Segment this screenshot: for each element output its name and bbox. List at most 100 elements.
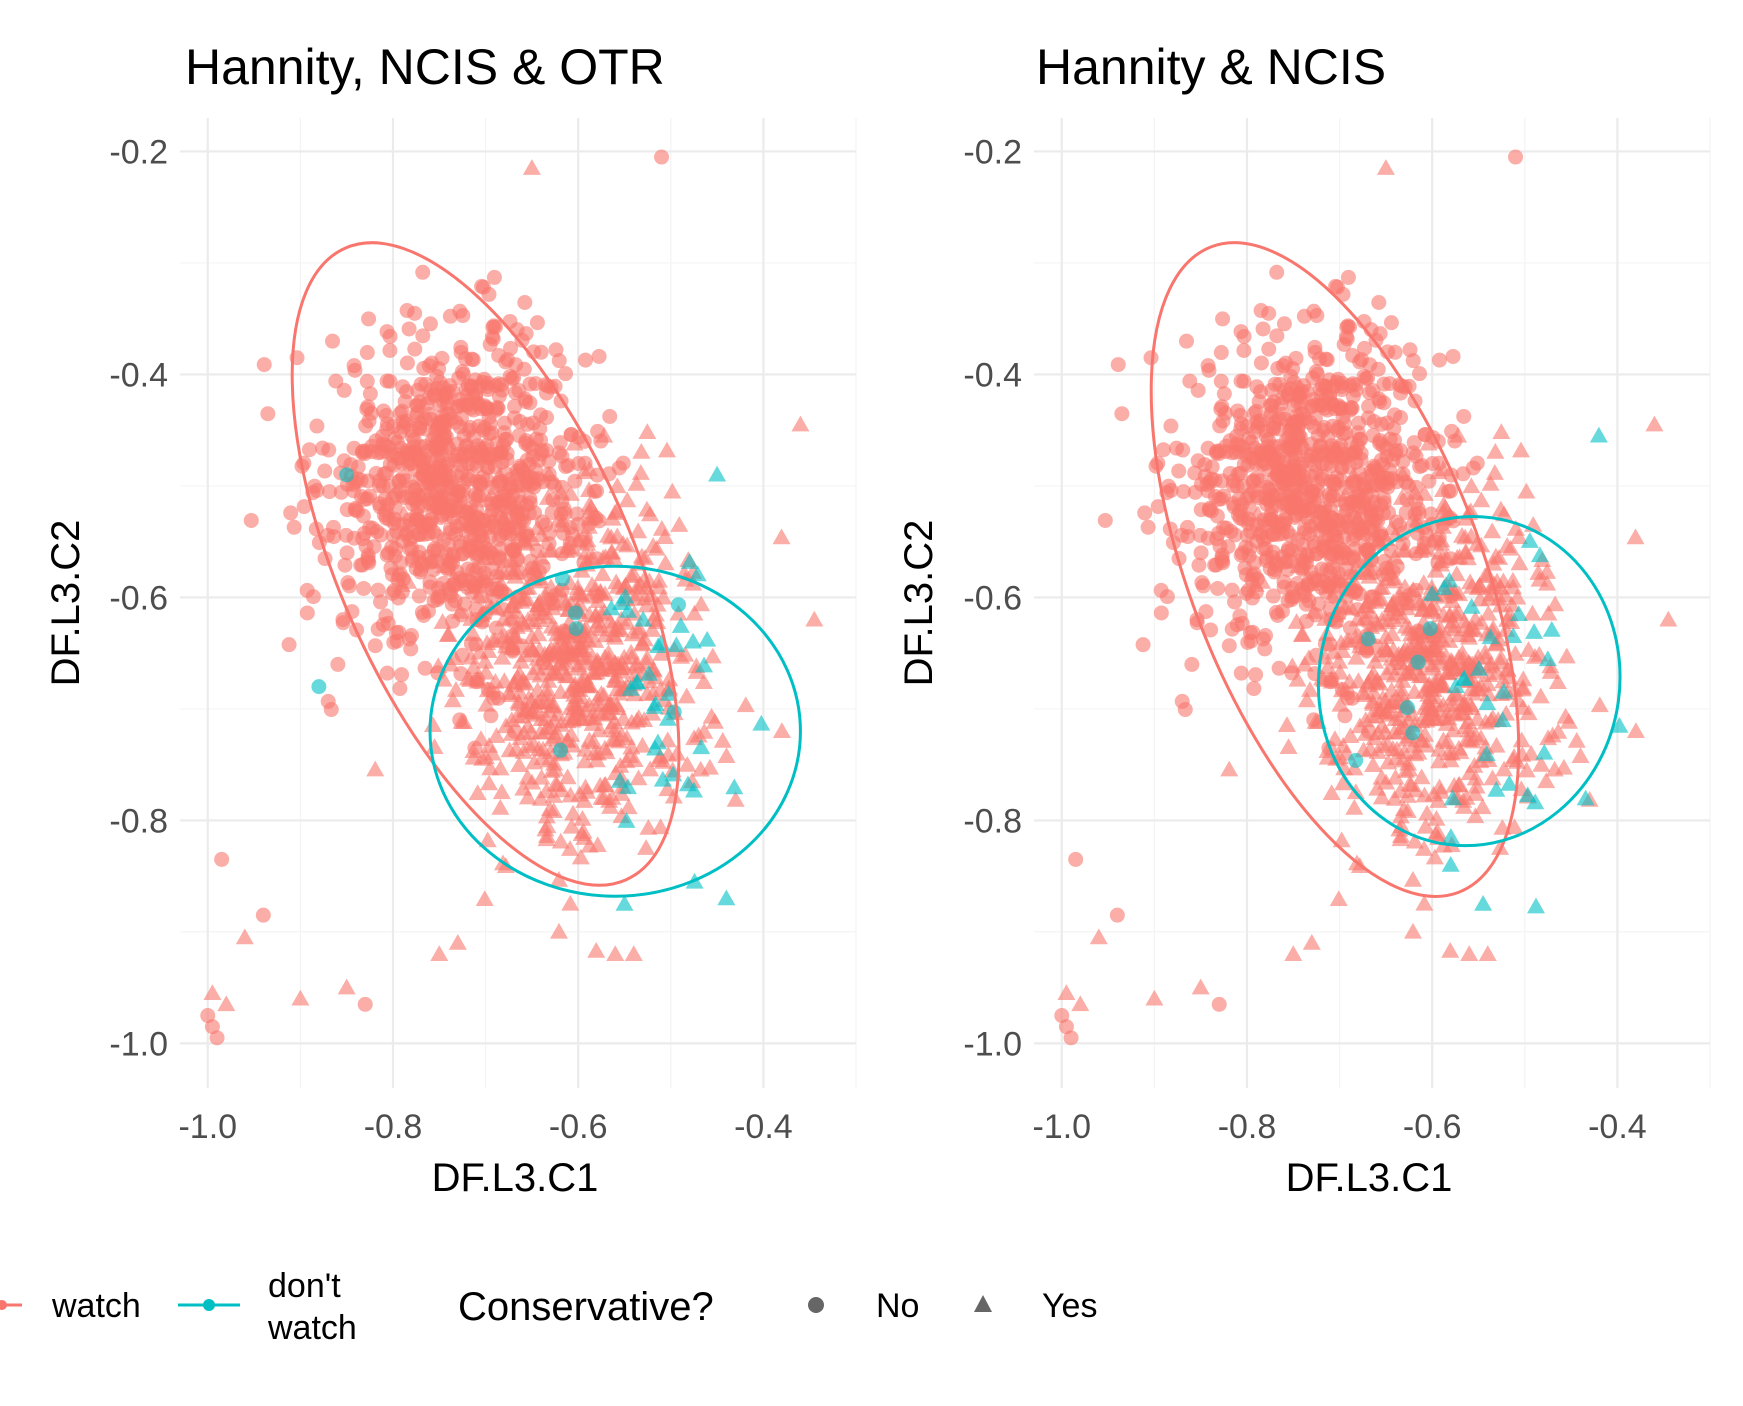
legend-key-dont-watch-point	[203, 1299, 215, 1311]
data-point-yes	[608, 577, 627, 594]
data-point-no	[1456, 408, 1472, 424]
data-point-yes	[1626, 528, 1645, 545]
data-point-no	[1399, 700, 1415, 716]
data-point-no	[398, 473, 414, 489]
data-point-no	[1182, 373, 1198, 389]
data-point-yes	[1390, 710, 1409, 726]
data-point-yes	[1571, 747, 1590, 763]
data-point-yes	[1354, 741, 1373, 758]
data-point-yes	[655, 528, 674, 545]
data-point-no	[382, 328, 398, 344]
data-point-yes	[668, 744, 687, 761]
data-point-yes	[1542, 621, 1561, 637]
data-point-yes	[475, 890, 494, 906]
data-point-no	[1236, 373, 1252, 389]
data-point-yes	[1382, 519, 1401, 536]
data-point-yes	[477, 695, 496, 712]
data-point-no	[556, 501, 572, 517]
data-point-yes	[1340, 631, 1359, 648]
data-point-yes	[542, 541, 561, 558]
x-tick-label: -0.8	[364, 1108, 423, 1146]
data-point-no	[1140, 519, 1156, 535]
data-point-yes	[573, 810, 592, 826]
data-point-no	[415, 454, 431, 470]
data-point-yes	[1492, 649, 1511, 665]
data-point-no	[376, 403, 392, 419]
data-point-no	[393, 440, 409, 456]
data-point-no	[1258, 529, 1274, 545]
data-point-no	[317, 463, 333, 479]
data-point-yes	[580, 496, 599, 512]
data-point-no	[473, 476, 489, 492]
data-point-no	[1255, 321, 1271, 337]
data-point-no	[1308, 364, 1324, 380]
data-point-yes	[639, 665, 658, 681]
data-point-no	[1203, 622, 1219, 638]
data-point-yes	[1589, 426, 1608, 443]
data-point-no	[408, 397, 424, 413]
data-point-yes	[633, 736, 652, 753]
data-point-no	[1364, 467, 1380, 483]
data-point-no	[353, 557, 369, 573]
data-point-yes	[546, 620, 565, 636]
data-point-yes	[471, 730, 490, 746]
data-point-no	[1361, 385, 1377, 401]
data-point-yes	[1460, 764, 1479, 781]
data-point-yes	[480, 774, 499, 791]
data-point-yes	[641, 505, 660, 522]
data-point-yes	[1410, 595, 1429, 612]
data-point-no	[361, 311, 377, 327]
data-point-yes	[1391, 782, 1410, 799]
data-point-yes	[1404, 922, 1423, 939]
left-panel-y-ticks: -1.0 -0.8 -0.6 -0.4 -0.2	[109, 133, 168, 1063]
data-point-no	[1159, 589, 1175, 605]
data-point-yes	[399, 572, 418, 589]
data-point-yes	[680, 553, 699, 569]
data-point-yes	[1441, 828, 1460, 844]
data-point-yes	[1331, 663, 1350, 680]
data-point-no	[520, 416, 536, 432]
data-point-yes	[577, 552, 596, 568]
data-point-yes	[695, 656, 714, 673]
data-point-no	[436, 420, 452, 436]
data-point-yes	[575, 463, 594, 480]
data-point-yes	[1659, 610, 1678, 627]
data-point-no	[426, 562, 442, 578]
data-point-yes	[606, 945, 625, 961]
data-point-yes	[540, 800, 559, 817]
data-point-no	[522, 395, 538, 411]
data-point-no	[486, 318, 502, 334]
data-point-yes	[1514, 678, 1533, 695]
data-point-no	[357, 996, 373, 1012]
data-point-no	[480, 375, 496, 391]
data-point-yes	[1479, 604, 1498, 621]
data-point-yes	[492, 783, 511, 800]
data-point-yes	[464, 658, 483, 675]
data-point-no	[491, 388, 507, 404]
data-point-yes	[518, 590, 537, 607]
data-point-no	[1097, 512, 1113, 528]
data-point-no	[415, 328, 431, 344]
data-point-no	[1361, 398, 1377, 414]
data-point-no	[1261, 305, 1277, 321]
data-point-no	[333, 484, 349, 500]
data-point-yes	[1288, 670, 1307, 687]
data-point-no	[337, 557, 353, 573]
legend-item-no: No	[808, 1287, 919, 1325]
data-point-yes	[579, 518, 598, 534]
data-point-yes	[1415, 894, 1434, 911]
data-point-yes	[622, 738, 641, 755]
data-point-yes	[1510, 554, 1529, 571]
data-point-yes	[1427, 810, 1446, 826]
data-point-no	[1171, 463, 1187, 479]
data-point-yes	[671, 617, 690, 633]
data-point-yes	[1517, 761, 1536, 778]
data-point-yes	[1481, 628, 1500, 645]
data-point-no	[1207, 489, 1223, 505]
data-point-no	[407, 305, 423, 321]
data-point-yes	[1462, 527, 1481, 544]
data-point-no	[1248, 403, 1264, 419]
data-point-yes	[1371, 701, 1390, 718]
data-point-yes	[1432, 534, 1451, 551]
data-point-yes	[1430, 740, 1449, 757]
